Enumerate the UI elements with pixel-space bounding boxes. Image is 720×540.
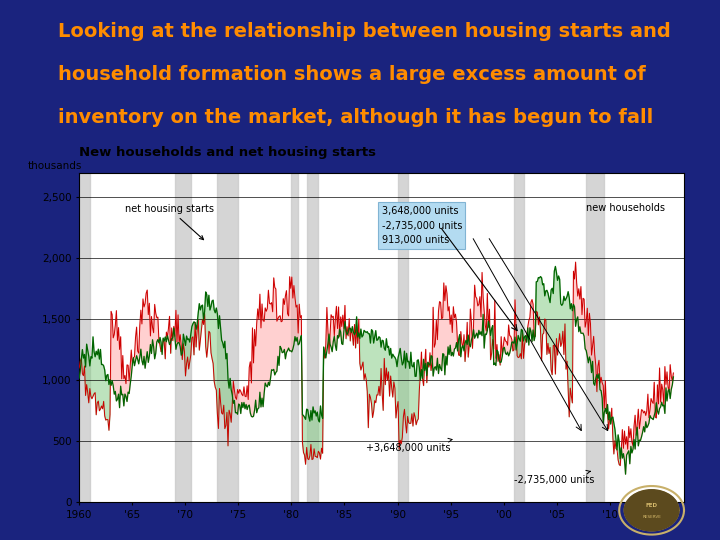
Text: Looking at the relationship between housing starts and: Looking at the relationship between hous…	[58, 22, 670, 40]
Bar	[586, 173, 604, 502]
Text: RESERVE: RESERVE	[642, 515, 661, 519]
Bar	[175, 173, 191, 502]
Bar	[514, 173, 523, 502]
Text: household formation shows a large excess amount of: household formation shows a large excess…	[58, 65, 645, 84]
Text: new households: new households	[586, 203, 665, 213]
Text: inventory on the market, although it has begun to fall: inventory on the market, although it has…	[58, 108, 653, 127]
Text: thousands: thousands	[28, 161, 82, 171]
Text: New households and net housing starts: New households and net housing starts	[79, 146, 376, 159]
Bar	[79, 173, 90, 502]
Text: net housing starts: net housing starts	[125, 204, 214, 240]
Text: -2,735,000 units: -2,735,000 units	[514, 470, 595, 485]
Bar	[307, 173, 318, 502]
Bar	[397, 173, 408, 502]
Text: 3,648,000 units
-2,735,000 units
913,000 units: 3,648,000 units -2,735,000 units 913,000…	[382, 206, 462, 245]
Text: FED: FED	[646, 503, 657, 509]
Circle shape	[624, 490, 679, 531]
Text: +3,648,000 units: +3,648,000 units	[366, 438, 452, 453]
Bar	[217, 173, 238, 502]
Bar	[292, 173, 298, 502]
